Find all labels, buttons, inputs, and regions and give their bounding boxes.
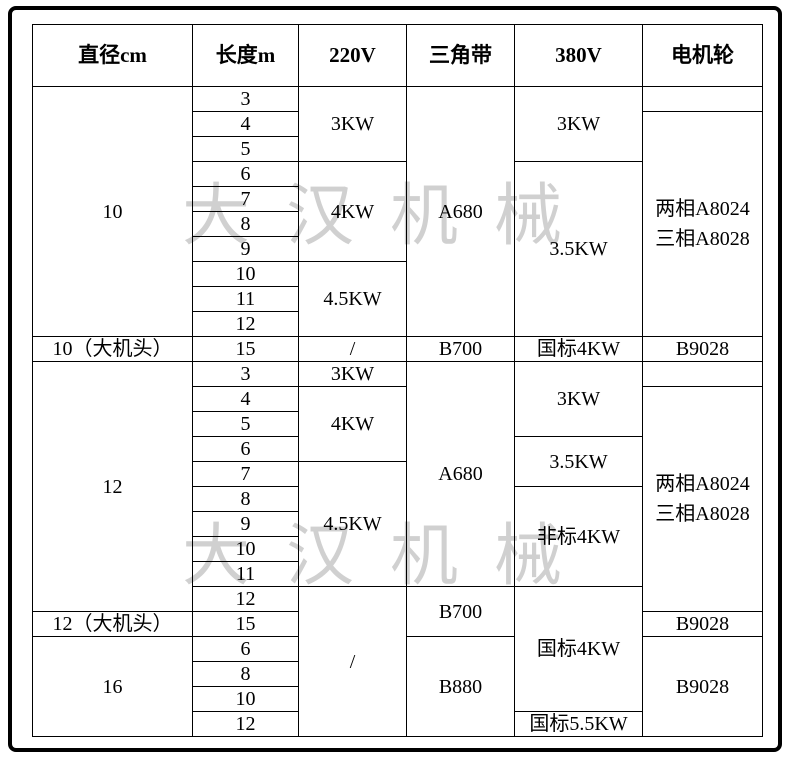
cell-length: 7 <box>193 462 299 487</box>
cell-wheel-blank <box>643 362 763 387</box>
cell-length: 12 <box>193 712 299 737</box>
cell-length: 6 <box>193 637 299 662</box>
col-380v: 380V <box>515 25 643 87</box>
table-frame: 大汉机械 大汉机械 直径cm 长度m 220V 三角带 380V 电机轮 <box>8 6 782 752</box>
cell-wheel: 两相A8024 三相A8028 <box>643 112 763 337</box>
cell-belt: A680 <box>407 87 515 337</box>
cell-length: 10 <box>193 687 299 712</box>
cell-length: 15 <box>193 337 299 362</box>
cell-220v: 4.5KW <box>299 462 407 587</box>
col-length: 长度m <box>193 25 299 87</box>
cell-length: 9 <box>193 512 299 537</box>
cell-220v: 3KW <box>299 362 407 387</box>
col-wheel: 电机轮 <box>643 25 763 87</box>
cell-380v: 国标5.5KW <box>515 712 643 737</box>
cell-belt: B700 <box>407 337 515 362</box>
cell-220v: 4KW <box>299 162 407 262</box>
cell-diameter: 10（大机头） <box>33 337 193 362</box>
cell-length: 6 <box>193 162 299 187</box>
cell-380v: 国标4KW <box>515 587 643 712</box>
wheel-line1: 两相A8024 <box>655 198 749 220</box>
cell-220v: / <box>299 587 407 737</box>
cell-length: 6 <box>193 437 299 462</box>
cell-length: 15 <box>193 612 299 637</box>
col-diameter: 直径cm <box>33 25 193 87</box>
cell-length: 11 <box>193 562 299 587</box>
cell-380v: 3KW <box>515 87 643 162</box>
cell-length: 4 <box>193 112 299 137</box>
table-header-row: 直径cm 长度m 220V 三角带 380V 电机轮 <box>33 25 763 87</box>
cell-wheel: 两相A8024 三相A8028 <box>643 387 763 612</box>
cell-220v: / <box>299 337 407 362</box>
cell-diameter: 10 <box>33 87 193 337</box>
col-220v: 220V <box>299 25 407 87</box>
col-belt: 三角带 <box>407 25 515 87</box>
wheel-line1: 两相A8024 <box>655 473 749 495</box>
table-row: 10（大机头） 15 / B700 国标4KW B9028 <box>33 337 763 362</box>
cell-380v: 3.5KW <box>515 162 643 337</box>
cell-length: 8 <box>193 212 299 237</box>
cell-wheel-blank <box>643 87 763 112</box>
cell-length: 5 <box>193 137 299 162</box>
cell-220v: 4.5KW <box>299 262 407 337</box>
wheel-line2: 三相A8028 <box>655 228 749 250</box>
cell-length: 8 <box>193 662 299 687</box>
cell-380v: 国标4KW <box>515 337 643 362</box>
cell-length: 12 <box>193 587 299 612</box>
spec-table: 直径cm 长度m 220V 三角带 380V 电机轮 10 3 3KW A680… <box>32 24 763 737</box>
cell-380v: 3KW <box>515 362 643 437</box>
cell-220v: 3KW <box>299 87 407 162</box>
cell-wheel: B9028 <box>643 612 763 637</box>
cell-length: 11 <box>193 287 299 312</box>
cell-belt: B880 <box>407 637 515 737</box>
cell-diameter: 16 <box>33 637 193 737</box>
cell-wheel: B9028 <box>643 637 763 737</box>
cell-belt: B700 <box>407 587 515 637</box>
table-row: 10 3 3KW A680 3KW <box>33 87 763 112</box>
cell-diameter: 12（大机头） <box>33 612 193 637</box>
cell-wheel: B9028 <box>643 337 763 362</box>
cell-length: 3 <box>193 87 299 112</box>
cell-380v: 3.5KW <box>515 437 643 487</box>
cell-length: 5 <box>193 412 299 437</box>
cell-length: 4 <box>193 387 299 412</box>
wheel-line2: 三相A8028 <box>655 503 749 525</box>
cell-length: 9 <box>193 237 299 262</box>
table-row: 12 3 3KW A680 3KW <box>33 362 763 387</box>
cell-220v: 4KW <box>299 387 407 462</box>
cell-380v: 非标4KW <box>515 487 643 587</box>
cell-length: 8 <box>193 487 299 512</box>
cell-length: 10 <box>193 537 299 562</box>
cell-length: 12 <box>193 312 299 337</box>
cell-length: 10 <box>193 262 299 287</box>
cell-diameter: 12 <box>33 362 193 612</box>
cell-length: 3 <box>193 362 299 387</box>
cell-length: 7 <box>193 187 299 212</box>
cell-belt: A680 <box>407 362 515 587</box>
